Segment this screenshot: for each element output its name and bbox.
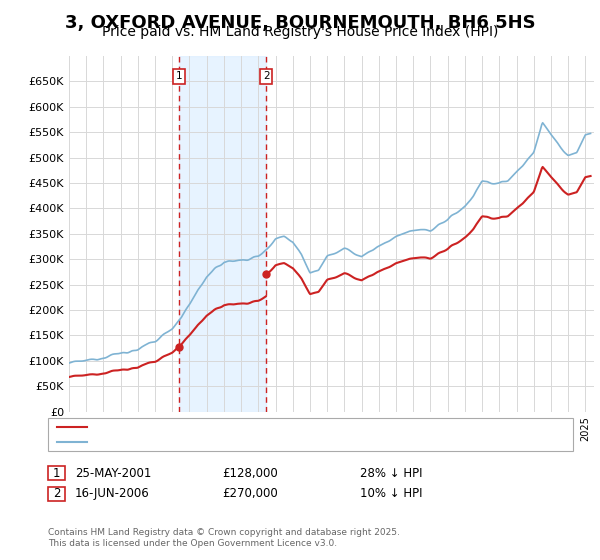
Text: 2: 2 (53, 487, 60, 501)
Text: 28% ↓ HPI: 28% ↓ HPI (360, 466, 422, 480)
Text: 10% ↓ HPI: 10% ↓ HPI (360, 487, 422, 501)
Text: HPI: Average price, detached house, Bournemouth Christchurch and Poole: HPI: Average price, detached house, Bour… (93, 436, 532, 449)
Text: Price paid vs. HM Land Registry's House Price Index (HPI): Price paid vs. HM Land Registry's House … (102, 25, 498, 39)
Text: 16-JUN-2006: 16-JUN-2006 (75, 487, 150, 501)
Text: 1: 1 (176, 71, 182, 81)
Bar (179, 56, 266, 412)
Text: 1: 1 (53, 466, 60, 480)
Text: Contains HM Land Registry data © Crown copyright and database right 2025.
This d: Contains HM Land Registry data © Crown c… (48, 528, 400, 548)
Text: 25-MAY-2001: 25-MAY-2001 (75, 466, 151, 480)
Text: 3, OXFORD AVENUE, BOURNEMOUTH, BH6 5HS: 3, OXFORD AVENUE, BOURNEMOUTH, BH6 5HS (65, 14, 535, 32)
Text: 2: 2 (263, 71, 269, 81)
Text: £270,000: £270,000 (222, 487, 278, 501)
Text: 3, OXFORD AVENUE, BOURNEMOUTH, BH6 5HS (detached house): 3, OXFORD AVENUE, BOURNEMOUTH, BH6 5HS (… (93, 421, 476, 433)
Text: £128,000: £128,000 (222, 466, 278, 480)
